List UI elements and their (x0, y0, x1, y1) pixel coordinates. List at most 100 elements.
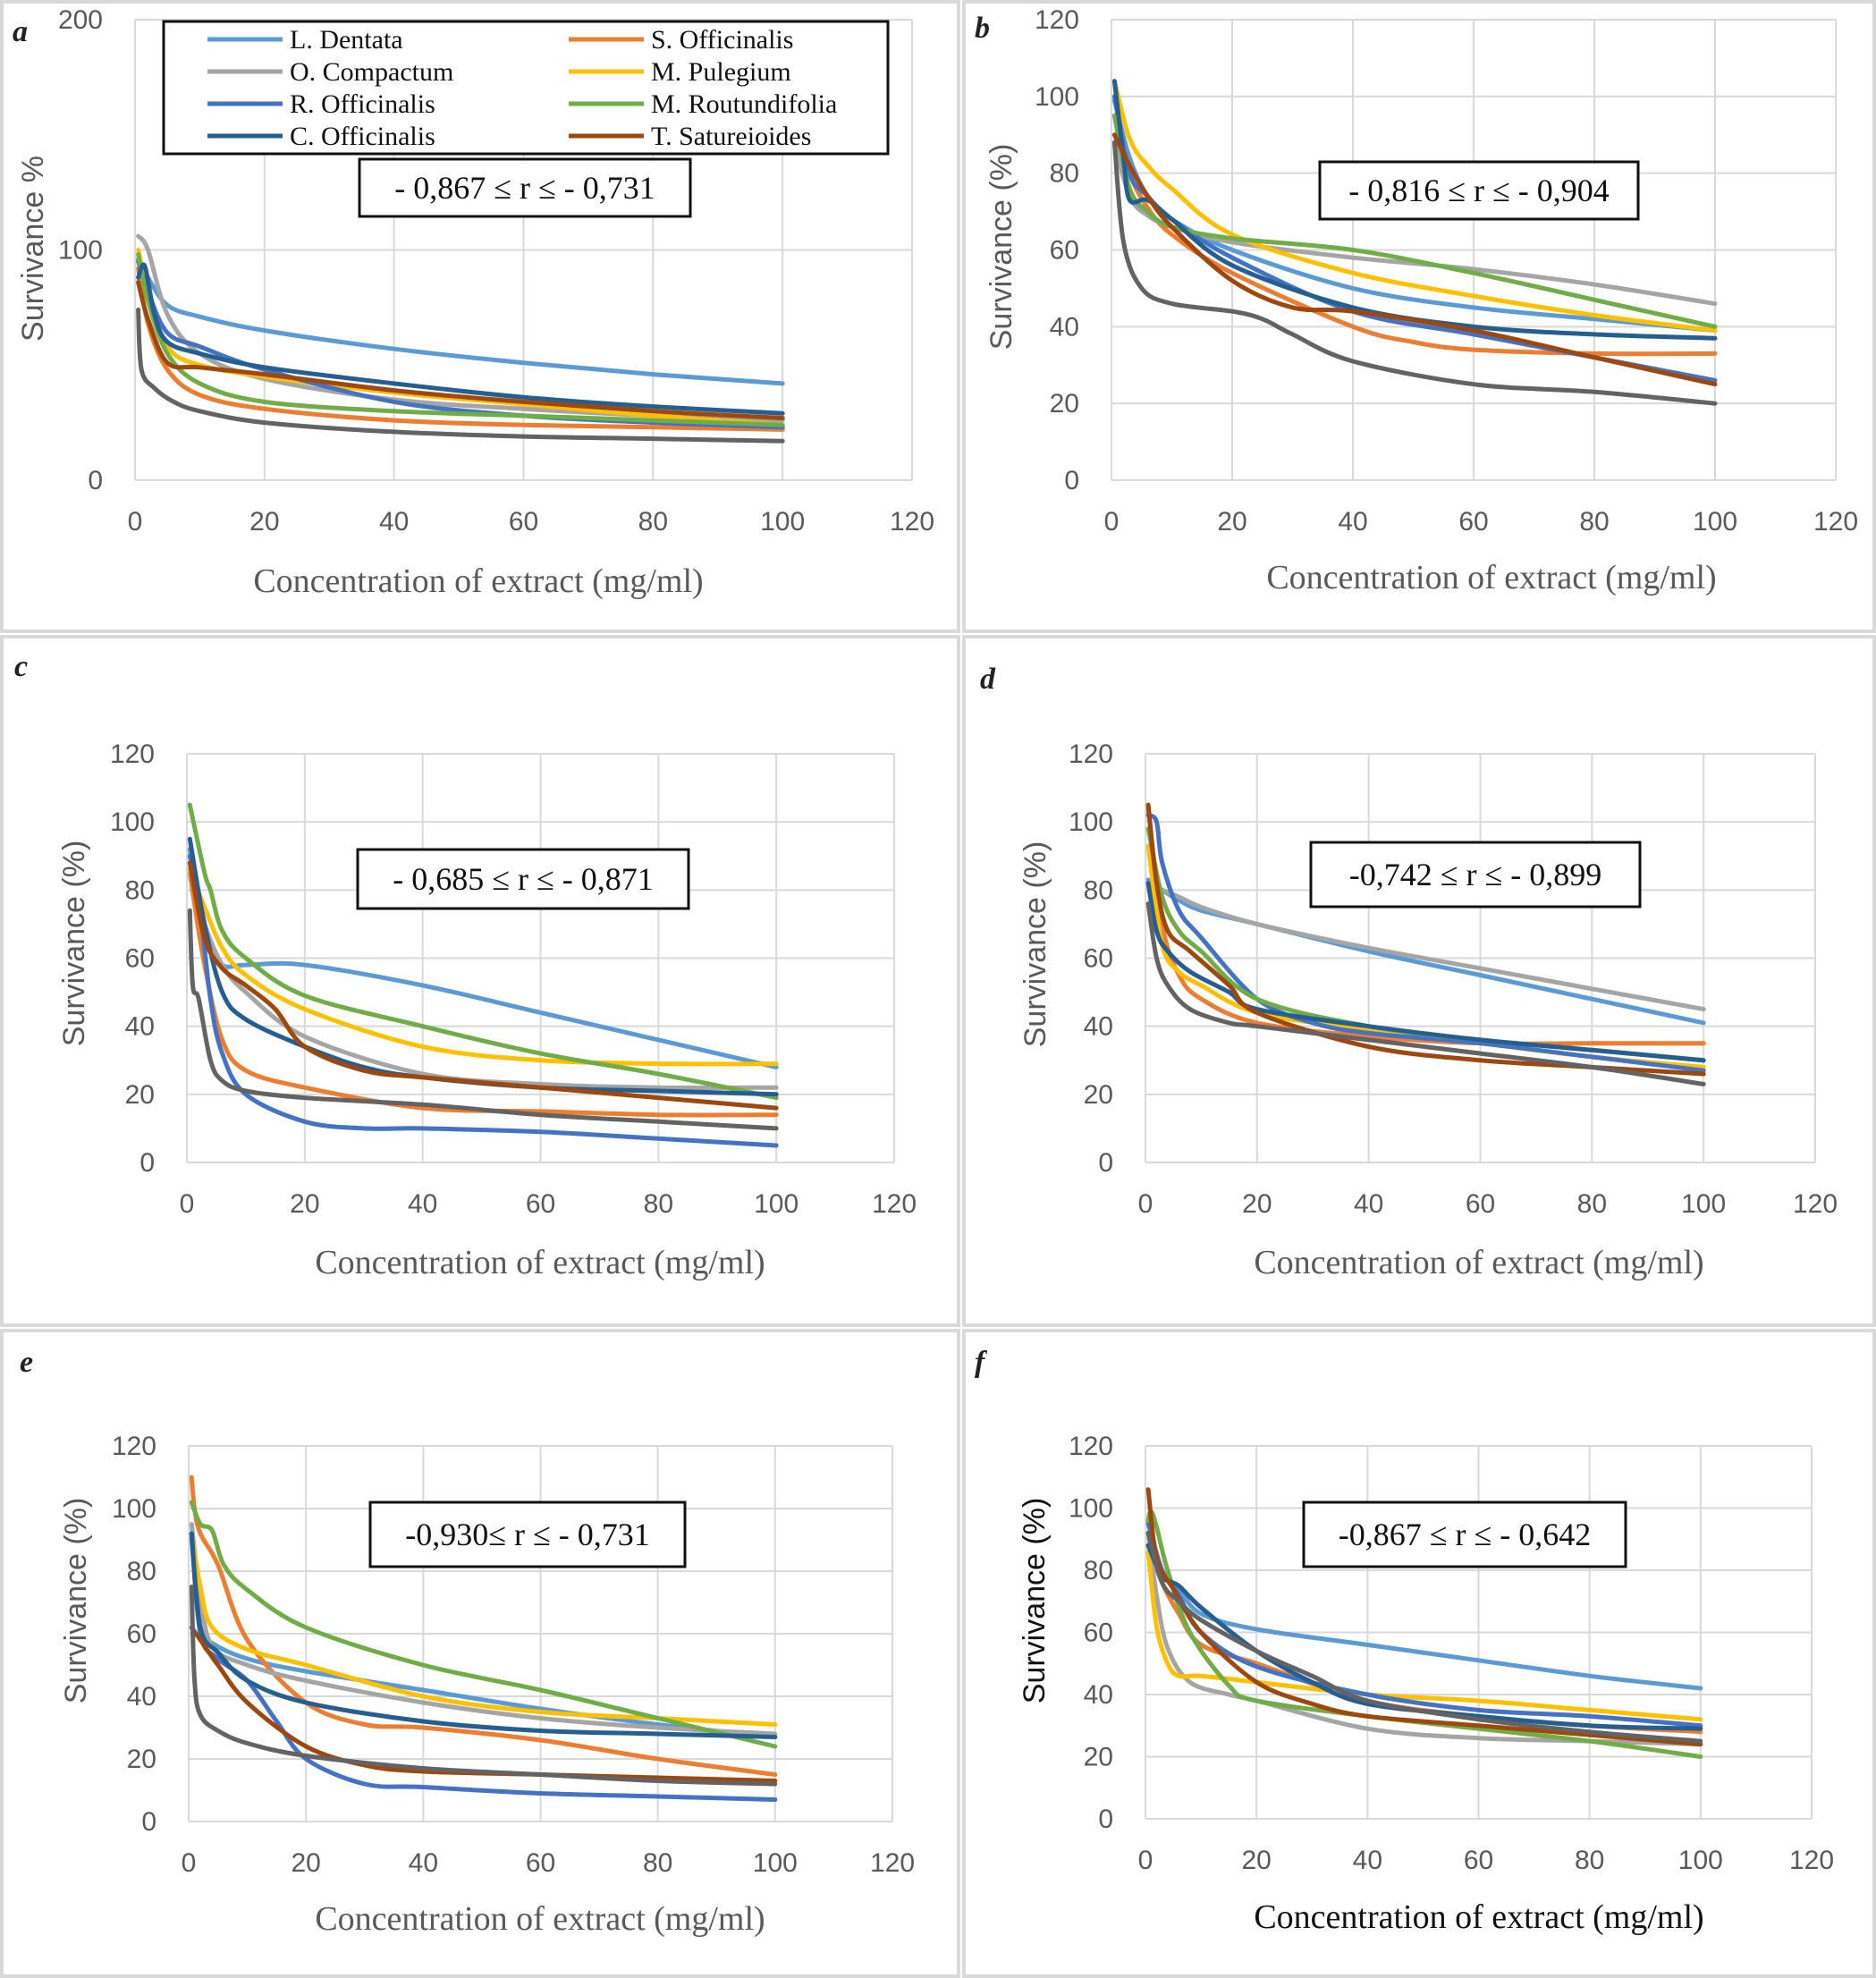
x-tick-label: 60 (526, 1189, 555, 1219)
x-axis-label: Concentration of extract (mg/ml) (315, 1900, 765, 1938)
y-tick-label: 40 (1084, 1012, 1113, 1042)
y-tick-label: 0 (139, 1148, 155, 1178)
y-axis-label: Survivance (%) (59, 1498, 93, 1704)
series-line-t-satureioides (136, 280, 785, 420)
x-tick-label: 120 (1793, 1189, 1838, 1219)
x-tick-label: 0 (1138, 1846, 1153, 1875)
panel-b: b 0 20 40 60 80 100 120 0 20 40 60 80 100 120 Concen… (975, 5, 1858, 596)
series-line-t-satureioides (1145, 1487, 1703, 1747)
series-line-r-officinalis (187, 853, 779, 1148)
x-tick-label: 0 (182, 1848, 197, 1878)
x-tick-label: 100 (1681, 1189, 1726, 1219)
y-tick-label: 60 (1050, 236, 1079, 266)
y-tick-label: 20 (125, 1080, 155, 1110)
series-line-dark (189, 1585, 778, 1787)
series-line-c-officinalis (187, 836, 779, 1097)
x-tick-label: 80 (1577, 1189, 1607, 1219)
x-tick-label: 20 (1241, 1846, 1271, 1875)
y-tick-label: 100 (1069, 1494, 1113, 1524)
y-tick-label: 40 (127, 1682, 156, 1712)
series-line-m-pulegium (187, 867, 779, 1067)
x-tick-label: 0 (180, 1189, 195, 1219)
series-line-m-routundifolia (187, 802, 779, 1101)
x-axis-label: Concentration of extract (mg/ml) (253, 562, 703, 600)
x-tick-label: 120 (870, 1848, 915, 1878)
x-tick-label: 80 (638, 507, 668, 537)
panel-d: d 0 20 40 60 80 100 120 0 20 40 60 80 100 120 Concen… (980, 663, 1838, 1281)
series-line-s-officinalis (189, 1475, 778, 1777)
legend: L. Dentata S. Officinalis O. Compactum M. P… (162, 20, 890, 156)
correlation-annotation: -0,930≤ r ≤ - 0,731 (405, 1517, 649, 1552)
x-tick-label: 0 (128, 507, 143, 537)
y-tick-label: 80 (1050, 159, 1079, 189)
x-tick-label: 20 (1242, 1189, 1272, 1219)
x-tick-label: 120 (890, 507, 934, 537)
annotation-box (368, 1500, 687, 1568)
y-tick-label: 60 (1084, 1619, 1113, 1648)
x-tick-label: 40 (379, 507, 409, 537)
y-tick-label: 100 (110, 807, 155, 837)
x-axis-label: Concentration of extract (mg/ml) (1254, 1244, 1703, 1281)
panel-c: c 0 20 40 60 80 100 120 0 20 40 60 80 100 120 Concen… (14, 650, 917, 1281)
series-line-dark (1145, 901, 1706, 1086)
x-tick-label: 80 (644, 1189, 673, 1219)
series-line-m-routundifolia (136, 252, 785, 427)
y-tick-label: 20 (127, 1745, 156, 1774)
legend-label: C. Officinalis (290, 122, 435, 151)
x-tick-label: 40 (409, 1848, 438, 1878)
y-tick-label: 60 (125, 944, 155, 974)
x-tick-label: 120 (872, 1189, 917, 1219)
legend-label: M. Routundifolia (651, 89, 837, 119)
x-tick-label: 80 (1579, 507, 1609, 537)
series-line-dark (136, 307, 785, 444)
y-tick-label: 120 (112, 1432, 156, 1461)
y-tick-label: 0 (1098, 1805, 1113, 1834)
panel-letter-a: a (13, 15, 28, 48)
y-tick-label: 0 (141, 1807, 156, 1837)
legend-label: M. Pulegium (651, 57, 791, 87)
annotation-box (1309, 841, 1642, 909)
annotation-box (1318, 160, 1640, 221)
annotation-box (358, 157, 692, 218)
panel-a: a 0 100 200 0 20 40 60 80 100 120 Concentration … (13, 5, 934, 600)
y-tick-label: 60 (127, 1619, 156, 1649)
y-axis-label: Survivance (%) (1018, 1498, 1052, 1704)
series-line-o-compactum (187, 867, 779, 1091)
series-line-m-routundifolia (189, 1500, 778, 1749)
x-tick-label: 120 (1789, 1846, 1834, 1875)
x-tick-label: 40 (1338, 507, 1367, 537)
y-axis-label: Survivance % (16, 156, 50, 342)
y-tick-label: 100 (1069, 807, 1113, 837)
y-tick-label: 20 (1084, 1080, 1113, 1110)
y-tick-label: 80 (127, 1557, 156, 1586)
series-line-c-officinalis (136, 262, 785, 416)
y-tick-label: 200 (58, 5, 103, 35)
series-line-dark (187, 908, 779, 1131)
y-tick-label: 40 (1050, 312, 1079, 342)
x-axis-label: Concentration of extract (mg/ml) (1254, 1898, 1703, 1936)
x-tick-label: 100 (760, 507, 805, 537)
series-line-t-satureioides (1111, 132, 1718, 387)
y-tick-label: 0 (1064, 466, 1079, 495)
y-tick-label: 120 (1035, 5, 1079, 35)
x-tick-label: 60 (1466, 1189, 1495, 1219)
series-line-m-routundifolia (1145, 1509, 1703, 1759)
series-line-s-officinalis (136, 266, 785, 432)
correlation-annotation: - 0,816 ≤ r ≤ - 0,904 (1348, 173, 1609, 208)
x-tick-label: 60 (526, 1848, 555, 1878)
correlation-annotation: -0,742 ≤ r ≤ - 0,899 (1349, 857, 1601, 892)
x-tick-label: 40 (1353, 1846, 1382, 1875)
x-tick-label: 0 (1104, 507, 1120, 537)
panel-letter-d: d (980, 663, 996, 696)
y-tick-label: 80 (125, 875, 155, 905)
x-tick-label: 40 (1354, 1189, 1383, 1219)
legend-label: R. Officinalis (290, 89, 435, 119)
y-tick-label: 20 (1084, 1743, 1113, 1772)
y-tick-label: 80 (1084, 875, 1113, 905)
series-line-c-officinalis (189, 1531, 778, 1739)
x-tick-label: 60 (1464, 1846, 1493, 1875)
x-tick-label: 120 (1813, 507, 1858, 537)
y-tick-label: 100 (112, 1494, 156, 1524)
